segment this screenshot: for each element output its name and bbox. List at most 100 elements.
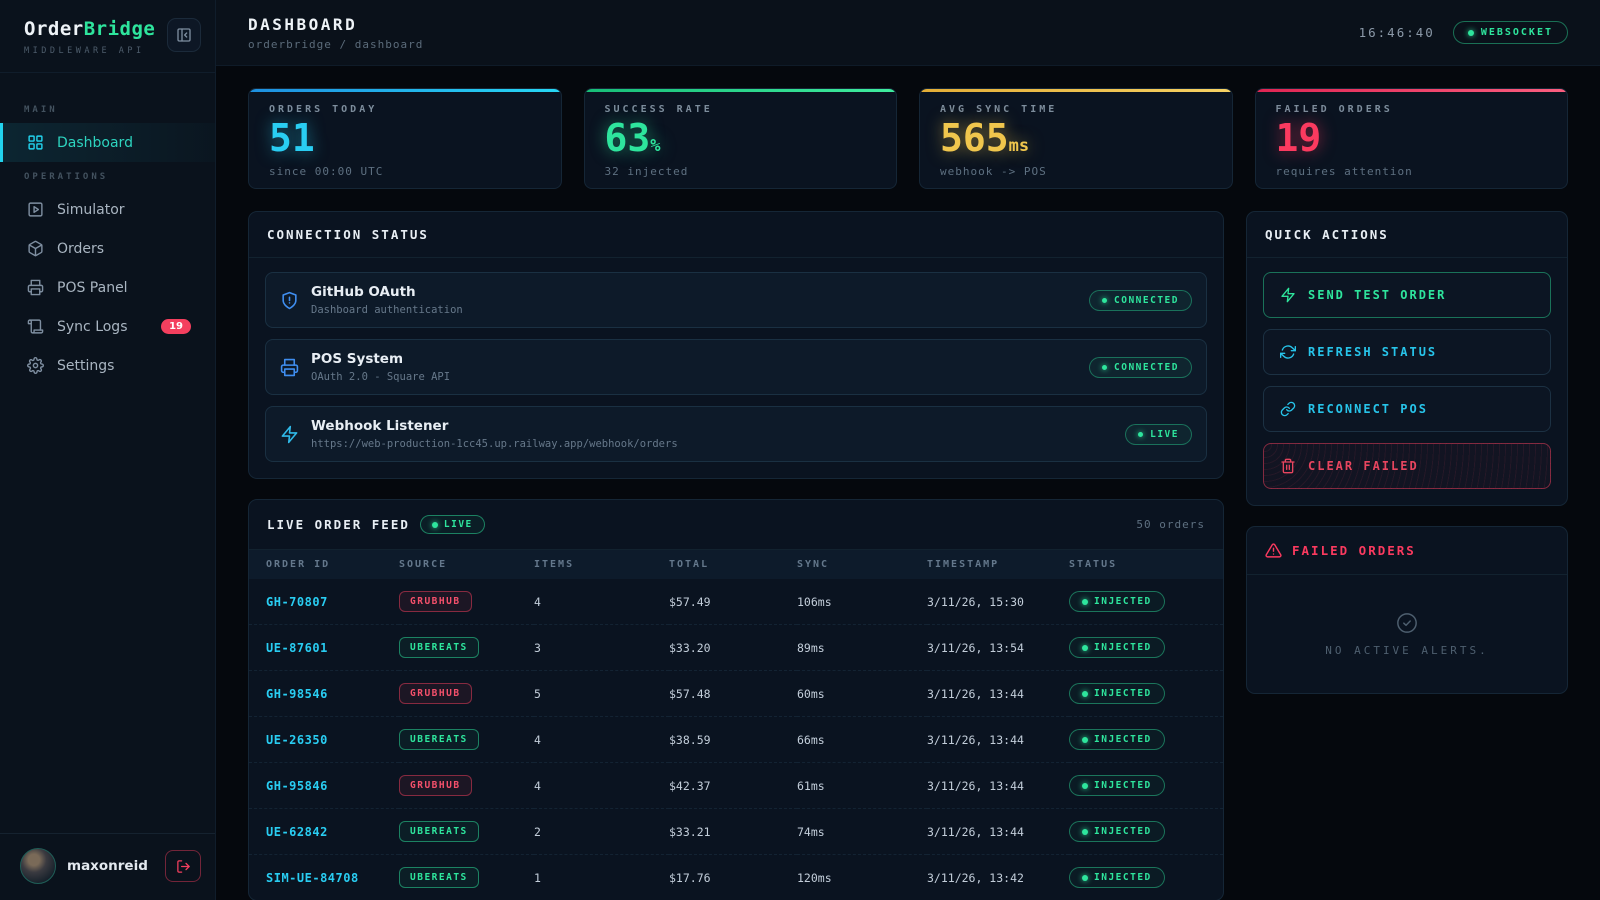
source-badge: GRUBHUB [399, 591, 472, 612]
status-badge: INJECTED [1069, 591, 1165, 612]
logout-button[interactable] [165, 850, 201, 882]
sidebar-item-label: Orders [57, 240, 105, 257]
content: ORDERS TODAY 51 since 00:00 UTC SUCCESS … [216, 66, 1600, 900]
table-row[interactable]: GH-98546 GRUBHUB 5 $57.48 60ms 3/11/26, 13:44… [249, 670, 1223, 717]
status-dot-icon [1082, 690, 1088, 697]
refresh-icon [1280, 344, 1296, 360]
status-dot-icon [1467, 29, 1474, 36]
sidebar-item-settings[interactable]: Settings [0, 346, 215, 385]
items-cell: 1 [534, 854, 669, 900]
table-row[interactable]: UE-26350 UBEREATS 4 $38.59 66ms 3/11/26, 13:4… [249, 716, 1223, 763]
connection-status-label: CONNECTED [1114, 361, 1179, 373]
table-row[interactable]: SIM-UE-84708 UBEREATS 1 $17.76 120ms 3/11/26,… [249, 854, 1223, 900]
order-id-link[interactable]: UE-87601 [266, 640, 328, 655]
logo-text-order: Order [24, 18, 84, 40]
order-id-link[interactable]: UE-62842 [266, 824, 328, 839]
order-id-link[interactable]: GH-95846 [266, 778, 328, 793]
status-dot-icon [1082, 828, 1088, 835]
stat-label: ORDERS TODAY [269, 104, 378, 115]
stat-card-success-rate: SUCCESS RATE 63% 32 injected [583, 88, 897, 189]
clear-failed-button[interactable]: CLEAR FAILED [1263, 443, 1551, 489]
button-label: CLEAR FAILED [1308, 459, 1419, 473]
stat-label: AVG SYNC TIME [940, 104, 1058, 115]
order-id-link[interactable]: UE-26350 [266, 732, 328, 747]
connection-name: Webhook Listener [311, 418, 449, 434]
websocket-status-badge: WEBSOCKET [1452, 21, 1568, 44]
connection-subtext: https://web-production-1cc45.up.railway.… [311, 438, 678, 450]
stat-suffix: % [650, 136, 661, 156]
link-icon [1280, 401, 1296, 417]
live-badge-label: LIVE [443, 519, 473, 530]
panel-title: FAILED ORDERS [1292, 543, 1416, 558]
sidebar-item-sync-logs[interactable]: Sync Logs 19 [0, 307, 215, 346]
order-id-link[interactable]: GH-70807 [266, 594, 328, 609]
reconnect-pos-button[interactable]: RECONNECT POS [1263, 386, 1551, 432]
play-square-icon [27, 201, 44, 218]
table-row[interactable]: GH-95846 GRUBHUB 4 $42.37 61ms 3/11/26, 13:44… [249, 762, 1223, 809]
stat-suffix: ms [1008, 136, 1030, 156]
panel-title: CONNECTION STATUS [267, 227, 429, 242]
sidebar-item-orders[interactable]: Orders [0, 229, 215, 268]
items-cell: 4 [534, 594, 541, 609]
stat-label: SUCCESS RATE [604, 104, 713, 115]
panel-title: LIVE ORDER FEED [267, 517, 410, 532]
status-badge: INJECTED [1069, 867, 1165, 888]
connection-status-badge: CONNECTED [1089, 356, 1192, 378]
total-cell: $33.21 [669, 808, 797, 855]
order-count: 50 orders [1136, 518, 1205, 531]
timestamp-cell: 3/11/26, 13:44 [927, 716, 1069, 763]
sync-cell: 66ms [797, 716, 927, 763]
top-bar: DASHBOARD orderbridge / dashboard 16:46:… [216, 0, 1600, 66]
items-cell: 5 [534, 670, 669, 717]
stat-value: 51 [269, 116, 315, 160]
sidebar-collapse-button[interactable] [167, 18, 201, 52]
order-id-link[interactable]: SIM-UE-84708 [266, 870, 359, 885]
table-row[interactable]: UE-87601 UBEREATS 3 $33.20 89ms 3/11/26, 13:5… [249, 624, 1223, 671]
table-row[interactable]: GH-70807 GRUBHUB 4 $57.49 106ms 3/11/26, 15:3… [249, 579, 1223, 625]
status-dot-icon [1082, 736, 1088, 743]
printer-icon [280, 358, 299, 377]
username: maxonreid [67, 858, 148, 874]
failed-orders-panel: FAILED ORDERS NO ACTIVE ALERTS. [1246, 526, 1568, 694]
timestamp-cell: 3/11/26, 13:44 [927, 808, 1069, 855]
order-feed-table: ORDER ID SOURCE ITEMS TOTAL SYNC TIMESTA… [249, 550, 1223, 900]
dashboard-grid-icon [27, 134, 44, 151]
sidebar-item-simulator[interactable]: Simulator [0, 190, 215, 229]
refresh-status-button[interactable]: REFRESH STATUS [1263, 329, 1551, 375]
connection-status-label: LIVE [1150, 428, 1179, 440]
send-test-order-button[interactable]: SEND TEST ORDER [1263, 272, 1551, 318]
connection-subtext: OAuth 2.0 - Square API [311, 371, 451, 383]
user-panel: maxonreid [0, 833, 215, 900]
column-header: ORDER ID [249, 550, 399, 579]
sidebar-item-label: Settings [57, 357, 115, 374]
table-row[interactable]: UE-62842 UBEREATS 2 $33.21 74ms 3/11/26, 13:4… [249, 808, 1223, 855]
button-label: REFRESH STATUS [1308, 345, 1438, 359]
total-cell: $38.59 [669, 716, 797, 763]
sidebar-item-dashboard[interactable]: Dashboard [0, 123, 215, 162]
status-badge: INJECTED [1069, 683, 1165, 704]
nav-section-main: MAIN [24, 105, 58, 115]
logo-text-bridge: Bridge [83, 18, 156, 40]
connection-status-panel: CONNECTION STATUS GitHub OAuth Dashboard… [248, 211, 1224, 479]
sidebar-item-label: POS Panel [57, 279, 128, 296]
sidebar-item-label: Dashboard [57, 134, 133, 151]
total-cell: $42.37 [669, 762, 797, 809]
timestamp-cell: 3/11/26, 13:44 [927, 670, 1069, 717]
column-header: TIMESTAMP [927, 550, 1069, 579]
package-icon [27, 240, 44, 257]
items-cell: 4 [534, 716, 669, 763]
avatar [20, 848, 56, 884]
status-dot-icon [1082, 598, 1088, 605]
stat-value: 19 [1275, 116, 1322, 160]
items-cell: 3 [534, 624, 669, 671]
timestamp-cell: 3/11/26, 13:42 [927, 854, 1069, 900]
sync-cell: 60ms [797, 670, 927, 717]
stat-label: FAILED ORDERS [1275, 104, 1393, 115]
source-badge: GRUBHUB [399, 683, 472, 704]
quick-actions-panel: QUICK ACTIONS SEND TEST ORDER [1246, 211, 1568, 506]
scroll-icon [27, 318, 44, 335]
page-title: DASHBOARD [248, 14, 358, 34]
order-id-link[interactable]: GH-98546 [266, 686, 328, 701]
button-label: SEND TEST ORDER [1308, 288, 1447, 302]
sidebar-item-pos-panel[interactable]: POS Panel [0, 268, 215, 307]
